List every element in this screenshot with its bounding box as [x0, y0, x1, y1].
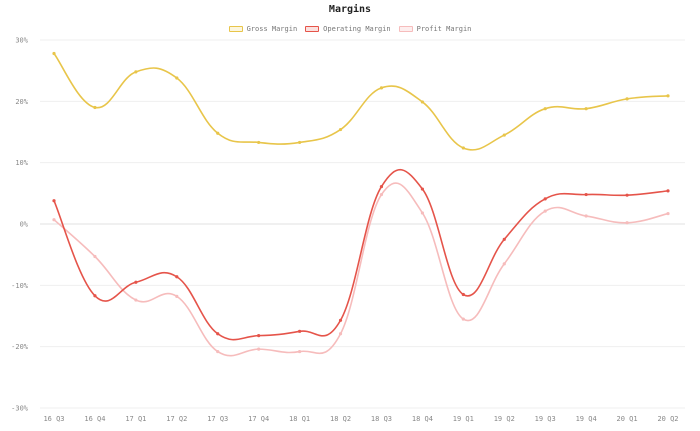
y-tick-label: -10%	[11, 282, 29, 290]
gross-margin-point	[134, 70, 138, 74]
legend-swatch-gross-margin	[228, 26, 243, 32]
x-tick-label: 16 Q4	[84, 415, 105, 423]
profit-margin-point	[216, 349, 220, 354]
operating-margin-point	[584, 192, 588, 197]
operating-margin-point	[625, 193, 629, 197]
x-tick-label: 17 Q2	[166, 415, 187, 423]
legend-item-operating-margin[interactable]: Operating Margin	[305, 25, 391, 33]
x-tick-label: 18 Q3	[371, 415, 392, 423]
y-tick-label: 20%	[15, 98, 28, 106]
profit-margin-point	[298, 349, 302, 354]
operating-margin-point	[461, 292, 465, 297]
operating-margin-point	[420, 187, 424, 191]
operating-margin-point	[257, 334, 261, 338]
gross-margin-line	[53, 53, 669, 151]
x-tick-label: 17 Q3	[207, 415, 228, 423]
profit-margin-line	[53, 182, 669, 357]
gross-margin-point	[379, 86, 384, 90]
gross-margin-point	[216, 131, 220, 135]
gross-margin-point	[543, 107, 547, 111]
profit-margin-point	[502, 262, 506, 266]
gross-margin-point	[175, 76, 179, 80]
profit-margin-point	[420, 211, 424, 215]
legend-label-profit-margin: Profit Margin	[416, 25, 472, 33]
profit-margin-point	[584, 214, 588, 218]
x-tick-label: 20 Q1	[617, 415, 638, 423]
legend-label-operating-margin: Operating Margin	[323, 25, 391, 33]
operating-margin-point	[379, 184, 384, 189]
y-tick-label: -30%	[11, 405, 29, 413]
y-tick-label: 0%	[20, 221, 29, 229]
operating-margin-point	[134, 280, 138, 284]
y-tick-label: 10%	[15, 159, 28, 167]
legend-swatch-operating-margin	[305, 26, 320, 32]
operating-margin-point	[543, 197, 547, 201]
gross-margin-point	[461, 146, 465, 150]
legend-item-profit-margin[interactable]: Profit Margin	[398, 25, 472, 33]
profit-margin-point	[257, 347, 261, 351]
operating-margin-point	[93, 294, 97, 298]
gross-margin-point	[420, 100, 424, 104]
profit-margin-point	[175, 294, 179, 298]
x-tick-label: 19 Q1	[453, 415, 474, 423]
gross-margin-point	[298, 140, 302, 145]
gross-margin-point	[52, 51, 56, 56]
profit-margin-point	[625, 221, 629, 225]
x-tick-label: 19 Q2	[494, 415, 515, 423]
x-tick-label: 18 Q1	[289, 415, 310, 423]
gross-margin-point	[666, 94, 670, 98]
gross-margin-point	[257, 140, 261, 145]
profit-margin-point	[379, 192, 384, 197]
operating-margin-point	[502, 237, 506, 241]
chart-title: Margins	[328, 4, 372, 15]
gross-margin-point	[338, 127, 343, 132]
operating-margin-point	[52, 199, 56, 203]
x-tick-label: 17 Q4	[248, 415, 269, 423]
x-tick-label: 19 Q4	[576, 415, 597, 423]
y-tick-label: 30%	[15, 37, 28, 45]
legend-label-gross-margin: Gross Margin	[246, 25, 298, 33]
profit-margin-point	[134, 298, 138, 302]
chart-legend: Gross Margin Operating Margin Profit Mar…	[0, 25, 700, 33]
x-tick-label: 19 Q3	[535, 415, 556, 423]
gross-margin-point	[584, 107, 588, 111]
operating-margin-point	[216, 332, 220, 336]
operating-margin-point	[175, 275, 179, 279]
profit-margin-point	[666, 211, 670, 216]
operating-margin-point	[666, 189, 670, 193]
x-tick-label: 16 Q3	[43, 415, 64, 423]
legend-item-gross-margin[interactable]: Gross Margin	[228, 25, 298, 33]
profit-margin-point	[93, 254, 97, 259]
x-tick-label: 17 Q1	[125, 415, 146, 423]
gross-margin-point	[625, 97, 629, 101]
profit-margin-point	[461, 317, 465, 321]
profit-margin-point	[52, 218, 56, 222]
gross-margin-point	[93, 105, 97, 110]
y-tick-label: -20%	[11, 343, 29, 351]
legend-swatch-profit-margin	[398, 26, 413, 32]
operating-margin-point	[338, 318, 343, 322]
operating-margin-point	[298, 329, 302, 333]
x-tick-label: 20 Q2	[657, 415, 678, 423]
profit-margin-point	[543, 209, 547, 213]
profit-margin-point	[338, 332, 343, 336]
operating-margin-line	[53, 168, 669, 341]
x-tick-label: 18 Q4	[412, 415, 433, 423]
gross-margin-point	[502, 133, 506, 137]
x-tick-label: 18 Q2	[330, 415, 351, 423]
